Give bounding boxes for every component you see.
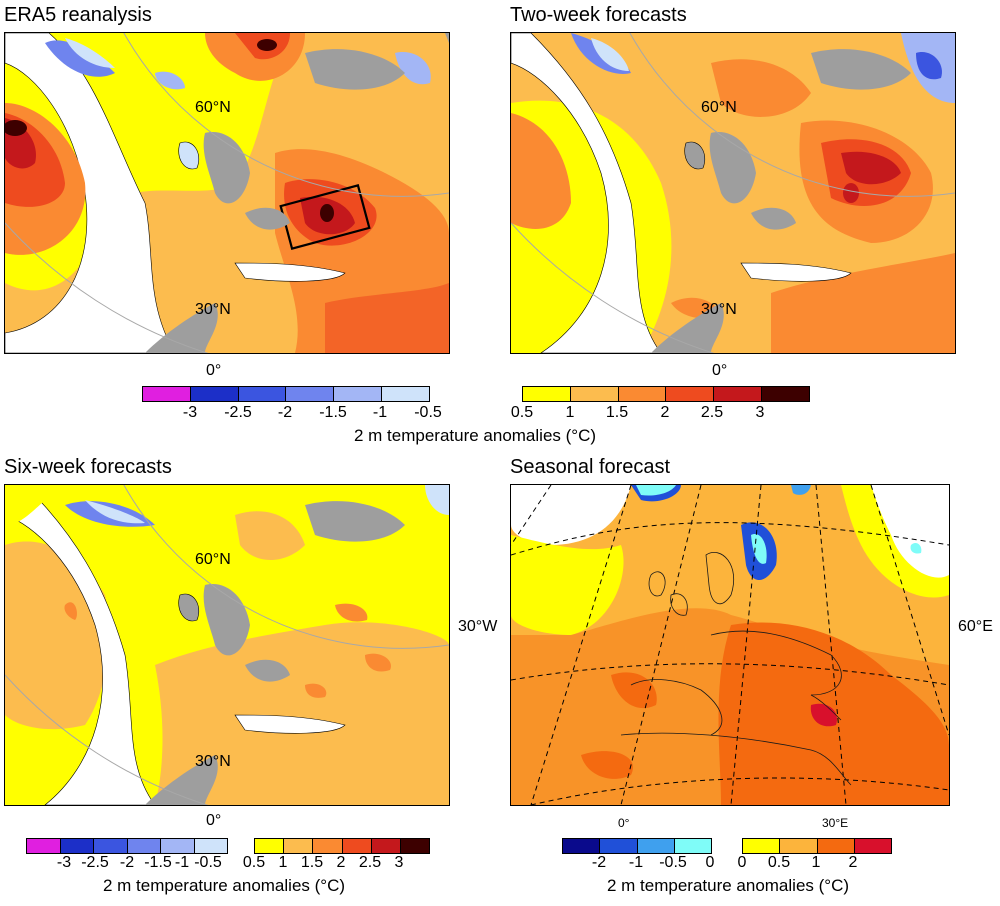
six-week-lat30-label: 30°N (195, 753, 231, 770)
top-warm-swatch (570, 387, 619, 401)
bottom-left-warm-swatch (342, 839, 372, 853)
seasonal-lon-e-label: 60°E (958, 618, 993, 635)
top-warm-tick: 2.5 (700, 404, 724, 421)
bottom-left-warm-tick: 2 (336, 854, 346, 871)
bottom-left-warm-swatch (371, 839, 401, 853)
bottom-right-cold-tick: -1 (628, 854, 644, 871)
top-warm-tick: 0.5 (510, 404, 534, 421)
bottom-left-warm-colorbar (254, 838, 430, 854)
era5-map: 60°N 30°N (4, 32, 450, 354)
bottom-right-cold-colorbar (562, 838, 712, 854)
top-warm-colorbar (522, 386, 810, 402)
top-cold-colorbar (142, 386, 430, 402)
bottom-left-cold-tick: -3 (56, 854, 72, 871)
bottom-right-warm-tick: 0 (737, 854, 747, 871)
top-cold-tick: -3 (182, 404, 198, 421)
two-week-lat30-label: 30°N (701, 301, 737, 318)
bottom-right-cold-swatch (600, 839, 638, 853)
top-cold-swatch (382, 387, 429, 401)
seasonal-map (510, 484, 950, 806)
bottom-right-warm-swatch (780, 839, 818, 853)
seasonal-lon30e-label: 30°E (822, 816, 849, 830)
top-cold-swatch (190, 387, 239, 401)
six-week-title: Six-week forecasts (4, 456, 172, 478)
bottom-right-warm-tick: 2 (848, 854, 858, 871)
bottom-left-cold-tick: -1.5 (144, 854, 172, 871)
top-warm-tick: 1 (565, 404, 575, 421)
bottom-left-cold-tick: -1 (174, 854, 190, 871)
bottom-left-cold-swatch (161, 839, 195, 853)
top-cold-swatch (143, 387, 191, 401)
top-cold-tick: -1 (372, 404, 388, 421)
top-cold-tick: -2.5 (224, 404, 252, 421)
bottom-right-warm-tick: 1 (811, 854, 821, 871)
bottom-left-warm-tick: 1 (278, 854, 288, 871)
era5-title: ERA5 reanalysis (4, 4, 152, 26)
bottom-left-cold-swatch (27, 839, 61, 853)
bottom-right-warm-colorbar (742, 838, 892, 854)
top-cold-tick: -2 (277, 404, 293, 421)
six-week-lon0-label: 0° (206, 812, 222, 829)
era5-lat30-label: 30°N (195, 301, 231, 318)
bottom-left-cold-tick: -2 (119, 854, 135, 871)
bottom-left-warm-tick: 2.5 (358, 854, 382, 871)
top-warm-swatch (714, 387, 763, 401)
top-cold-swatch (238, 387, 287, 401)
top-cold-tick: -1.5 (319, 404, 347, 421)
top-colorbar-caption: 2 m temperature anomalies (°C) (353, 426, 597, 445)
bottom-left-cold-swatch (194, 839, 227, 853)
top-warm-swatch (618, 387, 667, 401)
six-week-map: 60°N 30°N (4, 484, 450, 806)
top-warm-tick: 1.5 (605, 404, 629, 421)
seasonal-lon0-label: 0° (618, 816, 630, 830)
bottom-right-warm-tick: 0.5 (767, 854, 791, 871)
bottom-left-cold-tick: -2.5 (81, 854, 109, 871)
bottom-left-cold-tick: -0.5 (194, 854, 222, 871)
two-week-lon0-label: 0° (712, 362, 728, 379)
bottom-left-warm-tick: 3 (394, 854, 404, 871)
top-cold-swatch (334, 387, 383, 401)
seasonal-lon-w-label: 30°W (458, 618, 498, 635)
era5-lat60-label: 60°N (195, 99, 231, 116)
bottom-left-warm-tick: 0.5 (242, 854, 266, 871)
two-week-map: 60°N 30°N (510, 32, 956, 354)
bottom-right-cold-swatch (674, 839, 711, 853)
bottom-left-warm-tick: 1.5 (300, 854, 324, 871)
bottom-right-cold-swatch (637, 839, 675, 853)
bottom-left-cold-colorbar (26, 838, 228, 854)
two-week-lat60-label: 60°N (701, 99, 737, 116)
top-cold-tick: -0.5 (414, 404, 442, 421)
bottom-left-cold-swatch (60, 839, 94, 853)
top-warm-swatch (762, 387, 809, 401)
bottom-right-cold-swatch (563, 839, 601, 853)
bottom-left-warm-swatch (400, 839, 430, 853)
top-warm-tick: 3 (755, 404, 765, 421)
bottom-left-cold-swatch (94, 839, 128, 853)
bottom-left-cold-swatch (127, 839, 161, 853)
two-week-title: Two-week forecasts (510, 4, 687, 26)
era5-lon0-label: 0° (206, 362, 222, 379)
bottom-left-warm-swatch (284, 839, 314, 853)
bottom-right-cold-tick: -2 (591, 854, 607, 871)
top-warm-tick: 2 (660, 404, 670, 421)
top-warm-swatch (666, 387, 715, 401)
bottom-right-warm-swatch (743, 839, 781, 853)
bottom-left-warm-swatch (255, 839, 285, 853)
bottom-left-colorbar-caption: 2 m temperature anomalies (°C) (102, 876, 346, 895)
bottom-right-colorbar-caption: 2 m temperature anomalies (°C) (606, 876, 850, 895)
bottom-right-warm-swatch (817, 839, 855, 853)
bottom-right-cold-tick: -0.5 (659, 854, 687, 871)
bottom-right-warm-swatch (854, 839, 891, 853)
top-warm-swatch (523, 387, 571, 401)
bottom-right-cold-tick: 0 (705, 854, 715, 871)
bottom-left-warm-swatch (313, 839, 343, 853)
six-week-lat60-label: 60°N (195, 551, 231, 568)
top-cold-swatch (286, 387, 335, 401)
seasonal-title: Seasonal forecast (510, 456, 671, 478)
